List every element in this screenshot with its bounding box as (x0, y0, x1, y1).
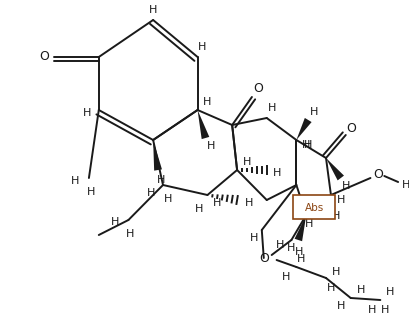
Text: H: H (336, 301, 344, 311)
Text: H: H (110, 217, 119, 227)
Text: H: H (275, 240, 283, 250)
Text: H: H (249, 233, 257, 243)
Text: H: H (272, 168, 280, 178)
Text: H: H (331, 267, 339, 277)
Text: H: H (331, 211, 339, 221)
Text: H: H (195, 204, 203, 214)
Text: H: H (380, 305, 389, 315)
Text: H: H (355, 285, 364, 295)
Text: H: H (244, 198, 252, 208)
Text: H: H (203, 97, 211, 107)
Text: H: H (146, 188, 155, 198)
Text: H: H (367, 305, 376, 315)
Text: H: H (301, 140, 310, 150)
Text: H: H (213, 198, 221, 208)
Text: H: H (71, 176, 79, 186)
Text: H: H (267, 103, 275, 113)
Text: H: H (336, 195, 344, 205)
Text: H: H (242, 157, 251, 167)
Text: H: H (385, 287, 393, 297)
Text: O: O (258, 252, 268, 264)
Polygon shape (296, 118, 311, 140)
Text: O: O (373, 168, 382, 181)
Polygon shape (153, 140, 162, 171)
Text: H: H (287, 243, 295, 253)
Text: H: H (401, 180, 409, 190)
Text: H: H (207, 141, 215, 151)
Text: H: H (198, 42, 206, 52)
Text: H: H (83, 108, 91, 118)
Text: O: O (39, 50, 49, 64)
Text: H: H (304, 219, 312, 229)
Text: H: H (309, 107, 317, 117)
Text: H: H (86, 187, 95, 197)
Text: O: O (345, 122, 355, 134)
Polygon shape (294, 215, 306, 241)
Text: H: H (126, 229, 134, 239)
Text: H: H (148, 5, 157, 15)
Text: Abs: Abs (304, 203, 323, 213)
FancyBboxPatch shape (293, 195, 334, 219)
Text: H: H (326, 283, 334, 293)
Text: H: H (157, 175, 165, 185)
Text: H: H (297, 254, 305, 264)
Text: O: O (252, 83, 262, 95)
Text: H: H (303, 140, 312, 150)
Polygon shape (197, 110, 209, 139)
Text: H: H (294, 247, 303, 257)
Text: H: H (163, 194, 172, 204)
Polygon shape (325, 158, 343, 180)
Text: H: H (282, 272, 290, 282)
Text: H: H (341, 181, 349, 191)
